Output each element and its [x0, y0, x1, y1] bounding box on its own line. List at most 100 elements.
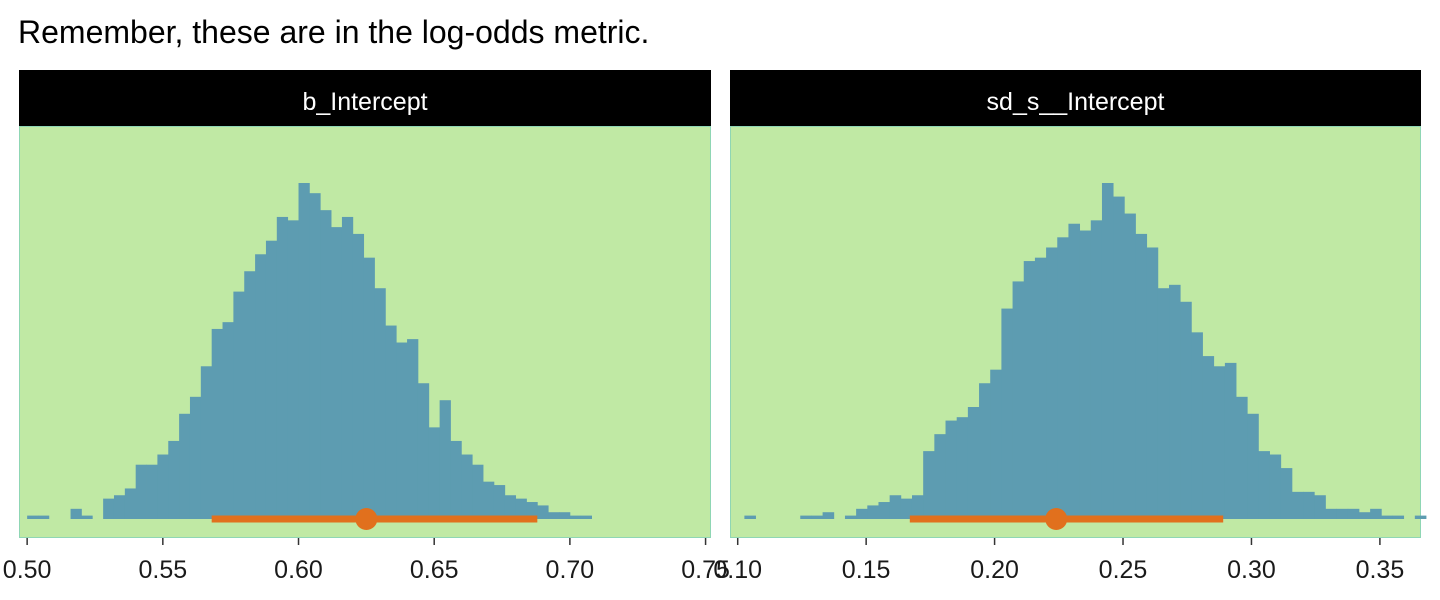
facet-panel-2: sd_s__Intercept 0.10 0.15 0.20 0.25 0.30 0.35: [713, 70, 1427, 584]
histogram-bar: [1202, 356, 1215, 519]
histogram-bar: [265, 240, 278, 520]
histogram-bar: [1034, 257, 1047, 519]
histogram-bar: [255, 254, 267, 520]
histogram-bar: [385, 325, 397, 519]
histogram-bar: [844, 515, 857, 519]
x-tick-label: 0.50: [3, 556, 52, 584]
histogram-bar: [81, 515, 93, 519]
histogram-bar: [1347, 508, 1360, 519]
histogram-bar: [450, 440, 462, 519]
x-tick-label: 0.70: [546, 556, 595, 584]
histogram-bar: [1012, 281, 1025, 519]
histogram-bar: [1336, 508, 1349, 519]
histogram-bar: [407, 339, 419, 519]
histogram-bar: [1414, 515, 1427, 519]
histogram-bar: [298, 183, 310, 519]
histogram-bar: [244, 271, 256, 519]
histogram-bar: [1001, 308, 1013, 519]
histogram-bar: [1113, 196, 1125, 520]
histogram-bar: [461, 454, 473, 519]
facet-label: b_Intercept: [302, 88, 427, 116]
histogram-bar: [37, 515, 50, 519]
page-title: Remember, these are in the log-odds metr…: [18, 14, 650, 50]
histogram-bar: [956, 417, 969, 519]
x-axis: 0.10 0.15 0.20 0.25 0.30 0.35: [713, 538, 1404, 584]
facet-panel-1: b_Intercept 0.50 0.55 0.60 0.65 0.70 0.75: [3, 70, 730, 584]
histogram-bar: [113, 495, 126, 519]
histogram-bar: [1057, 237, 1069, 519]
histogram-bar: [559, 512, 571, 519]
histogram-bar: [569, 515, 582, 519]
histogram-bar: [526, 502, 538, 519]
histogram-bar: [1124, 213, 1136, 519]
histogram-bar: [878, 502, 891, 519]
histogram-bar: [179, 413, 191, 519]
histogram-bar: [1224, 362, 1237, 519]
histogram-bar: [276, 216, 289, 519]
histogram-bar: [889, 495, 902, 519]
histogram-bar: [967, 407, 980, 519]
histogram-bar: [396, 342, 408, 519]
histogram-bar: [537, 505, 549, 519]
facet-strip: [730, 70, 1421, 126]
histogram-bar: [428, 427, 441, 519]
histogram-bars: [744, 183, 1427, 520]
histogram-bar: [287, 220, 299, 520]
histogram-bar: [493, 485, 506, 519]
histogram-bar: [417, 383, 430, 519]
facet-label: sd_s__Intercept: [987, 88, 1165, 116]
histogram-bar: [1291, 491, 1304, 519]
histogram-bar: [1157, 288, 1170, 519]
histogram-bar: [1247, 413, 1259, 519]
histogram-bar: [1392, 515, 1405, 519]
histogram-bar: [1079, 230, 1092, 520]
histogram-bar: [363, 257, 375, 519]
histogram-bar: [1068, 223, 1081, 519]
histogram-bar: [1236, 396, 1248, 519]
x-tick-label: 0.15: [842, 556, 891, 584]
x-tick-label: 0.30: [1227, 556, 1276, 584]
histogram-bar: [189, 396, 202, 519]
x-axis: 0.50 0.55 0.60 0.65 0.70 0.75: [3, 538, 730, 584]
histogram-bar: [1314, 495, 1326, 519]
point-estimate: [355, 508, 378, 530]
histogram-bar: [945, 420, 958, 519]
histogram-bar: [1325, 508, 1338, 519]
histogram-bar: [1169, 284, 1181, 519]
histogram-bar: [374, 288, 386, 519]
histogram-bar: [1213, 366, 1226, 519]
histogram-bar: [911, 495, 924, 519]
histogram-bar: [70, 508, 82, 519]
histogram-bar: [900, 498, 913, 519]
histogram-bar: [1101, 183, 1114, 519]
histogram-bar: [990, 369, 1002, 519]
histogram-bar: [1046, 247, 1058, 519]
histogram-bar: [320, 210, 332, 519]
histogram-bar: [168, 440, 180, 519]
histogram-bar: [1381, 515, 1393, 519]
histogram-bar: [979, 383, 991, 519]
x-tick-label: 0.75: [681, 556, 730, 584]
histogram-bar: [1258, 451, 1270, 519]
histogram-bars: [27, 183, 592, 520]
histogram-bar: [222, 322, 234, 519]
histogram-bar: [211, 328, 223, 519]
histogram-bar: [233, 291, 245, 519]
histogram-bar: [472, 464, 484, 519]
histogram-bar: [1269, 454, 1282, 519]
histogram-bar: [504, 495, 517, 519]
histogram-bar: [1023, 261, 1036, 519]
histogram-bar: [200, 366, 213, 519]
x-tick-label: 0.60: [274, 556, 323, 584]
histogram-bar: [580, 515, 592, 519]
histogram-bar: [867, 505, 879, 519]
histogram-bar: [800, 515, 812, 519]
histogram-bar: [515, 498, 527, 519]
x-tick-label: 0.65: [410, 556, 459, 584]
histogram-bar: [1358, 512, 1371, 519]
histogram-bar: [1280, 468, 1293, 519]
histogram-bar: [352, 233, 365, 519]
histogram-bar: [1090, 220, 1103, 520]
histogram-bar: [811, 515, 824, 519]
